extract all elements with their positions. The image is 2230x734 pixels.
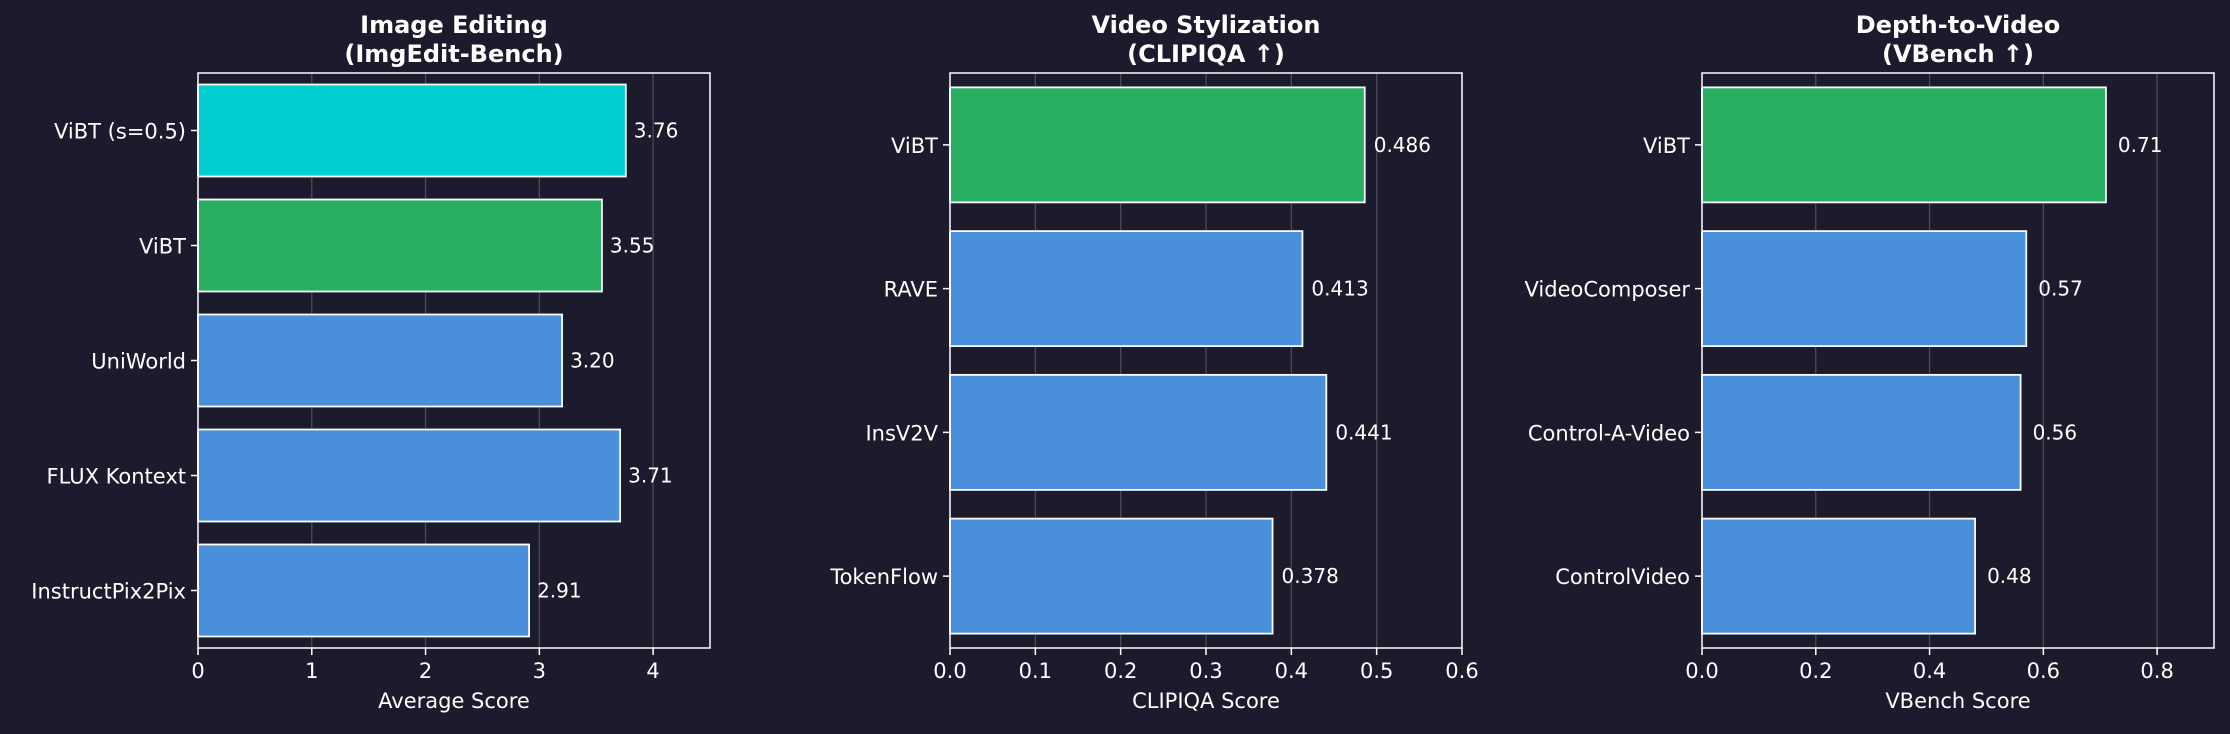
y-tick-label: ViBT (139, 235, 186, 259)
chart-title: Video Stylization (1092, 11, 1321, 39)
y-tick-label: InsV2V (865, 421, 938, 445)
y-tick-label: ViBT (s=0.5) (54, 120, 186, 144)
bar (197, 83, 627, 178)
y-tick-label: InstructPix2Pix (31, 580, 186, 604)
x-tick-label: 0 (191, 659, 204, 683)
x-axis-label: CLIPIQA Score (1132, 689, 1280, 713)
chart-title: Image Editing (360, 11, 548, 39)
bar (949, 230, 1304, 348)
x-tick-label: 1 (305, 659, 318, 683)
bar (949, 517, 1274, 635)
value-label: 0.441 (1335, 420, 1392, 444)
value-label: 0.57 (2038, 277, 2083, 301)
x-tick-label: 0.4 (1913, 659, 1946, 683)
value-label: 0.71 (2118, 133, 2163, 157)
y-tick-label: ViBT (891, 134, 938, 158)
x-tick-label: 0.2 (1104, 659, 1137, 683)
value-label: 0.48 (1987, 564, 2032, 588)
y-tick-label: UniWorld (91, 350, 186, 374)
bar (949, 86, 1366, 204)
chart-subtitle: (CLIPIQA ↑) (1127, 40, 1285, 68)
y-tick-label: FLUX Kontext (47, 465, 187, 489)
axes-frame (197, 72, 711, 649)
value-label: 3.71 (628, 464, 673, 488)
bar (1701, 517, 1976, 635)
bar (197, 543, 530, 638)
value-label: 0.413 (1311, 277, 1368, 301)
x-tick-label: 0.3 (1189, 659, 1222, 683)
value-label: 3.20 (570, 349, 615, 373)
value-label: 0.378 (1282, 564, 1339, 588)
bar (1701, 373, 2022, 491)
value-label: 0.56 (2033, 420, 2078, 444)
x-tick-label: 0.4 (1275, 659, 1308, 683)
x-tick-label: 0.0 (1685, 659, 1718, 683)
bar (197, 313, 563, 408)
x-tick-label: 0.0 (933, 659, 966, 683)
y-tick-label: RAVE (884, 278, 938, 302)
value-label: 3.76 (634, 119, 679, 143)
x-tick-label: 0.6 (1445, 659, 1478, 683)
chart-subtitle: (VBench ↑) (1882, 40, 2034, 68)
y-tick-label: TokenFlow (829, 565, 938, 589)
x-tick-label: 2 (419, 659, 432, 683)
x-axis-label: VBench Score (1885, 689, 2030, 713)
x-tick-label: 0.1 (1019, 659, 1052, 683)
y-tick-label: ControlVideo (1555, 565, 1690, 589)
bar (197, 428, 622, 523)
x-tick-label: 0.5 (1360, 659, 1393, 683)
y-tick-label: ViBT (1643, 134, 1690, 158)
y-tick-label: VideoComposer (1525, 278, 1691, 302)
x-tick-label: 0.6 (2027, 659, 2060, 683)
chart-subtitle: (ImgEdit-Bench) (344, 40, 563, 68)
value-label: 3.55 (610, 234, 655, 258)
value-label: 2.91 (537, 579, 582, 603)
bar (949, 373, 1328, 491)
bar (1701, 230, 2028, 348)
x-tick-label: 3 (533, 659, 546, 683)
x-tick-label: 0.2 (1799, 659, 1832, 683)
bar (1701, 86, 2107, 204)
x-axis-label: Average Score (378, 689, 530, 713)
axes-frame (1701, 72, 2215, 649)
value-label: 0.486 (1374, 133, 1431, 157)
chart-title: Depth-to-Video (1856, 11, 2060, 39)
x-tick-label: 4 (646, 659, 659, 683)
x-tick-label: 0.8 (2140, 659, 2173, 683)
bar (197, 198, 603, 293)
y-tick-label: Control-A-Video (1528, 421, 1690, 445)
